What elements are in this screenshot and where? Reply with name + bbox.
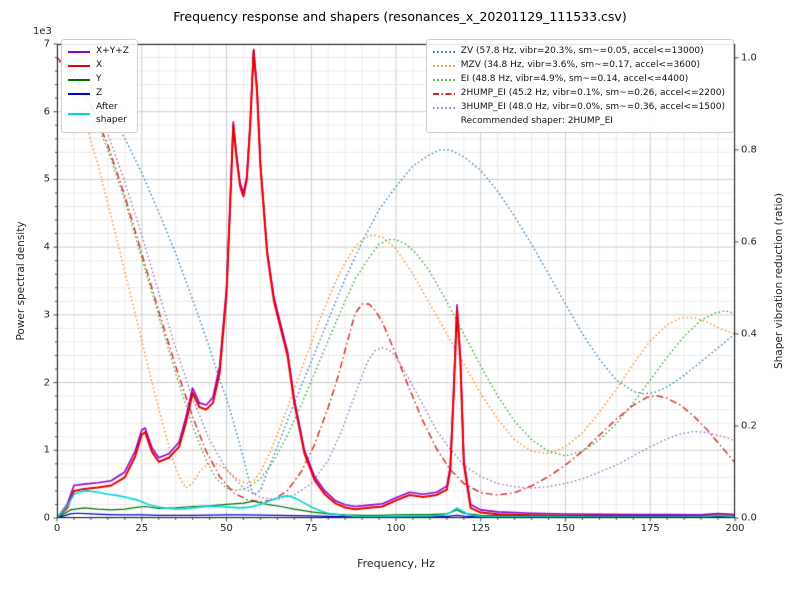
right-y-tick-label: 0.8	[741, 144, 757, 156]
legend-item: EI (48.8 Hz, vibr=4.9%, sm~=0.14, accel<…	[432, 73, 725, 86]
legend-item-label: ZV (57.8 Hz, vibr=20.3%, sm~=0.05, accel…	[460, 46, 704, 56]
legend-item-label: Y	[96, 74, 102, 85]
recommended-shaper-note: Recommended shaper: 2HUMP_EI	[460, 116, 613, 127]
left-y-axis-label: Power spectral density	[15, 221, 27, 341]
legend-swatch-line-icon	[68, 113, 90, 116]
left-y-tick-label: 2	[43, 377, 50, 389]
x-tick-label: 25	[135, 523, 149, 534]
right-y-tick-label: 0.6	[741, 236, 757, 248]
legend-item-label: X	[96, 60, 103, 71]
legend-swatch-line-icon	[432, 106, 455, 109]
legend-swatch-line-icon	[68, 64, 90, 67]
legend-item-label: Z	[96, 88, 103, 99]
left-y-tick-label: 6	[43, 106, 50, 118]
legend-swatch-line-icon	[68, 78, 90, 81]
x-tick-label: 75	[304, 523, 318, 534]
shaper-legend: ZV (57.8 Hz, vibr=20.3%, sm~=0.05, accel…	[425, 39, 734, 134]
x-tick-label: 125	[471, 523, 491, 534]
legend-item-label: 2HUMP_EI (45.2 Hz, vibr=0.1%, sm~=0.26, …	[460, 88, 725, 99]
legend-item: X	[67, 59, 129, 72]
left-y-tick-label: 3	[43, 309, 50, 321]
legend-item-label: EI (48.8 Hz, vibr=4.9%, sm~=0.14, accel<…	[460, 74, 689, 85]
x-tick-label: 100	[386, 523, 406, 534]
x-axis-label: Frequency, Hz	[357, 557, 435, 570]
legend-item: Y	[67, 73, 129, 86]
legend-swatch-line-icon	[68, 92, 90, 95]
chart-title: Frequency response and shapers (resonanc…	[173, 9, 627, 24]
left-y-tick-label: 1	[43, 444, 50, 456]
legend-item: Z	[67, 87, 129, 100]
x-tick-label: 200	[725, 523, 745, 534]
x-tick-label: 175	[640, 523, 660, 534]
legend-item-label: After shaper	[96, 102, 127, 126]
left-y-tick-label: 7	[43, 38, 50, 50]
x-tick-label: 0	[53, 523, 61, 534]
left-y-tick-label: 4	[43, 241, 50, 253]
right-y-tick-label: 0.0	[741, 512, 757, 524]
legend-swatch-line-icon	[68, 50, 90, 53]
right-y-axis-label: Shaper vibration reduction (ratio)	[773, 192, 785, 370]
legend-item-label: 3HUMP_EI (48.0 Hz, vibr=0.0%, sm~=0.36, …	[460, 102, 725, 113]
legend-item: 2HUMP_EI (45.2 Hz, vibr=0.1%, sm~=0.26, …	[432, 87, 725, 100]
legend-item: ZV (57.8 Hz, vibr=20.3%, sm~=0.05, accel…	[432, 45, 725, 58]
y-axis-offset-text: 1e3	[33, 26, 52, 37]
right-y-tick-label: 0.2	[741, 420, 757, 432]
legend-item-label: X+Y+Z	[96, 46, 129, 56]
legend-swatch-line-icon	[432, 64, 455, 67]
legend-item-label: MZV (34.8 Hz, vibr=3.6%, sm~=0.17, accel…	[460, 60, 700, 71]
left-y-tick-label: 0	[43, 512, 50, 524]
right-y-tick-label: 1.0	[741, 52, 757, 64]
legend-swatch-line-icon	[432, 92, 455, 95]
legend-item: 3HUMP_EI (48.0 Hz, vibr=0.0%, sm~=0.36, …	[432, 101, 725, 114]
x-tick-label: 50	[220, 523, 233, 534]
legend-swatch-line-icon	[432, 50, 455, 53]
legend-item: MZV (34.8 Hz, vibr=3.6%, sm~=0.17, accel…	[432, 59, 725, 72]
right-y-tick-label: 0.4	[741, 328, 757, 340]
legend-item: After shaper	[67, 101, 129, 127]
x-tick-label: 150	[555, 523, 576, 534]
left-y-tick-label: 5	[43, 173, 50, 185]
legend-item: X+Y+Z	[67, 45, 129, 58]
measured-series-legend: X+Y+Z X Y Z After shaper	[61, 39, 138, 134]
legend-swatch-line-icon	[432, 78, 455, 81]
